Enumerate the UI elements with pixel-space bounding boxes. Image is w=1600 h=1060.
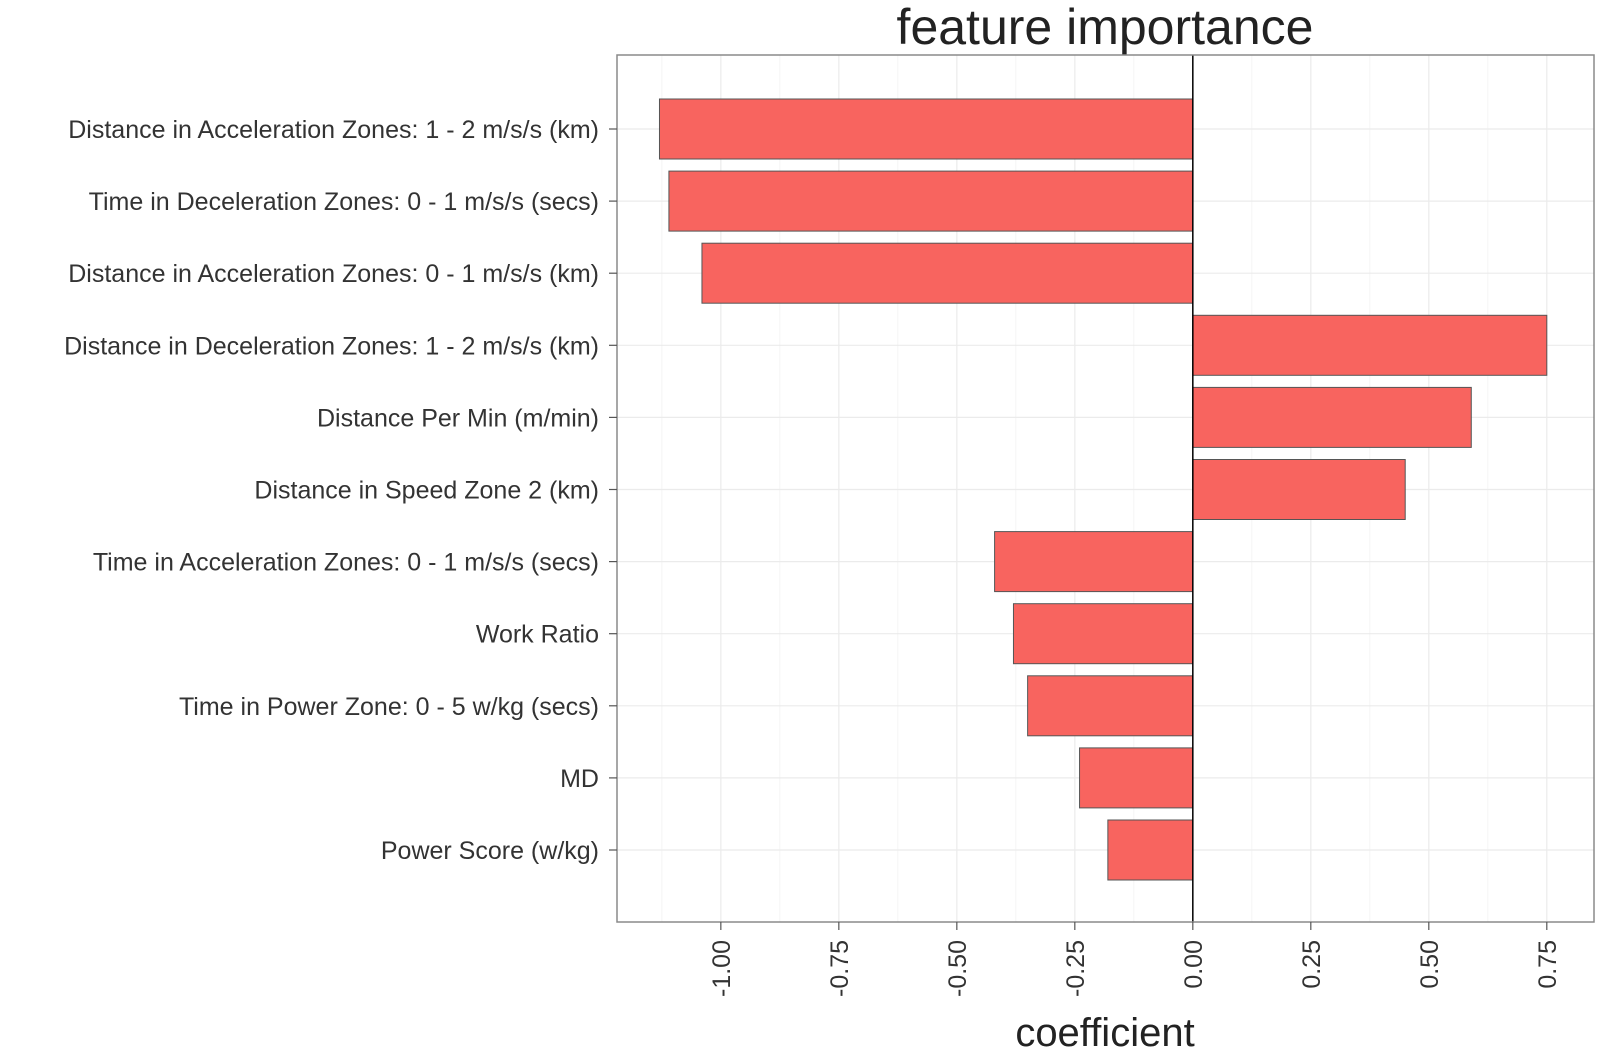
bar: [1079, 747, 1194, 809]
y-tick-label: Distance Per Min (m/min): [317, 404, 599, 432]
x-axis-title: coefficient: [1015, 1011, 1194, 1055]
bar: [658, 98, 1194, 160]
bar: [994, 531, 1194, 593]
plot-border: [616, 54, 1595, 923]
y-tick-label: Work Ratio: [476, 621, 599, 649]
bar: [1012, 603, 1194, 665]
y-tick-label: Distance in Acceleration Zones: 1 - 2 m/…: [68, 116, 599, 144]
bar: [668, 170, 1194, 232]
x-axis-ticks: -1.00 -0.75 -0.50 -0.25 0.00 0.25 0.50 0.75: [708, 922, 1562, 997]
y-tick-label: Distance in Acceleration Zones: 0 - 1 m/…: [68, 260, 599, 288]
x-tick-label: 0.00: [1180, 940, 1208, 989]
x-tick-label: -0.25: [1062, 940, 1090, 997]
bar: [1027, 675, 1194, 737]
y-tick-label: Distance in Speed Zone 2 (km): [254, 477, 599, 505]
x-tick-label: 0.75: [1534, 940, 1562, 989]
bar: [1107, 819, 1194, 881]
y-tick-label: Distance in Deceleration Zones: 1 - 2 m/…: [64, 332, 599, 360]
chart-title: feature importance: [897, 0, 1314, 55]
y-tick-label: Time in Power Zone: 0 - 5 w/kg (secs): [179, 693, 599, 721]
x-tick-label: -0.75: [826, 940, 854, 997]
x-tick-label: -1.00: [708, 940, 736, 997]
x-tick-label: -0.50: [944, 940, 972, 997]
y-tick-label: Time in Acceleration Zones: 0 - 1 m/s/s …: [93, 549, 599, 577]
bar: [1192, 459, 1406, 520]
y-tick-label: MD: [560, 765, 599, 793]
x-tick-label: 0.25: [1298, 940, 1326, 989]
bars-layer: [658, 98, 1548, 881]
bar: [701, 242, 1194, 304]
y-axis-labels: Distance in Acceleration Zones: 1 - 2 m/…: [64, 116, 617, 865]
bar: [1192, 314, 1548, 376]
x-tick-label: 0.50: [1416, 940, 1444, 989]
y-tick-label: Power Score (w/kg): [381, 837, 599, 865]
bar: [1192, 386, 1472, 448]
y-tick-label: Time in Deceleration Zones: 0 - 1 m/s/s …: [89, 188, 599, 216]
